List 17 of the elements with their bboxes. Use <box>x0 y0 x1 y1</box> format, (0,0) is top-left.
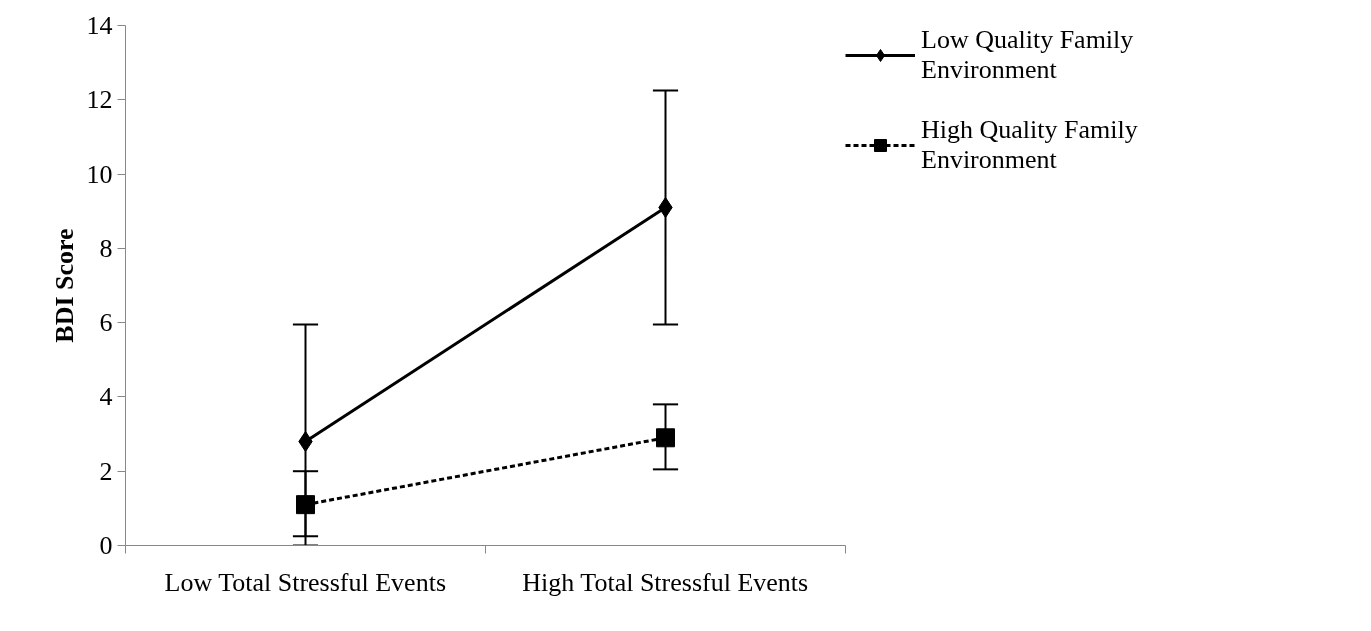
y-tick-label: 8 <box>99 233 113 263</box>
y-tick-label: 12 <box>86 85 113 115</box>
point <box>658 197 673 218</box>
y-tick-label: 0 <box>99 531 113 560</box>
y-tick-label: 6 <box>99 308 113 338</box>
x-tick-label: Low Total Stressful Events <box>164 567 447 597</box>
legend-label: High Quality Family Environment <box>921 115 1138 175</box>
y-tick-label: 14 <box>86 11 113 40</box>
legend-label: Low Quality Family Environment <box>921 25 1134 85</box>
point <box>298 431 313 452</box>
y-tick-label: 4 <box>99 382 113 412</box>
y-axis-title: BDI Score <box>49 228 79 343</box>
x-tick-label: High Total Stressful Events <box>522 567 809 597</box>
point <box>656 428 675 448</box>
y-tick-label: 10 <box>86 159 113 189</box>
y-tick-label: 2 <box>99 456 113 486</box>
point <box>296 495 315 515</box>
